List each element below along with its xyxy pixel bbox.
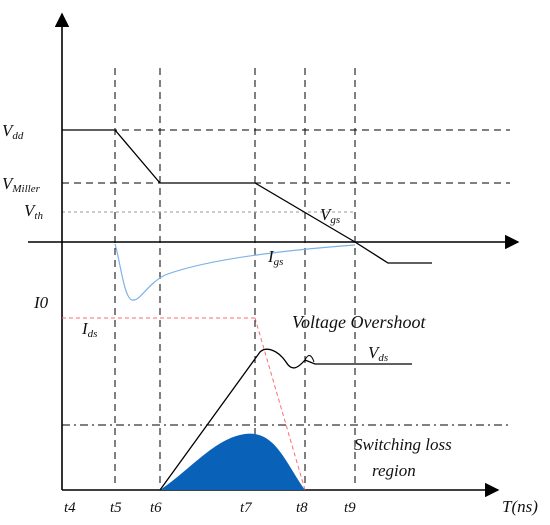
tick-t7: t7 xyxy=(240,500,253,516)
switching-loss-area xyxy=(160,433,305,490)
vth-label: Vth xyxy=(24,201,43,222)
vgs-label: Vgs xyxy=(320,205,340,226)
vds-waveform xyxy=(159,348,412,491)
vdd-label: Vdd xyxy=(2,121,24,142)
ids-label: Ids xyxy=(81,319,97,340)
tick-t5: t5 xyxy=(110,500,122,516)
igs-label: Igs xyxy=(267,247,283,268)
tick-t4: t4 xyxy=(64,500,76,516)
vmiller-label: VMiller xyxy=(2,174,41,195)
switching-loss-label-line2: region xyxy=(372,461,416,480)
tick-t6: t6 xyxy=(150,500,162,516)
time-axis-label: T(ns) xyxy=(502,497,538,516)
switching-loss-label-line1: Switching loss xyxy=(354,435,452,454)
vgs-waveform xyxy=(62,129,432,264)
vds-label: Vds xyxy=(368,343,388,364)
i0-label: I0 xyxy=(33,293,49,312)
vds-overshoot-ringing xyxy=(304,355,315,363)
voltage-overshoot-label: Voltage Overshoot xyxy=(292,312,426,332)
ids-fall-line xyxy=(254,317,306,491)
tick-t8: t8 xyxy=(296,500,308,516)
igs-waveform xyxy=(114,243,356,301)
tick-t9: t9 xyxy=(344,500,356,516)
